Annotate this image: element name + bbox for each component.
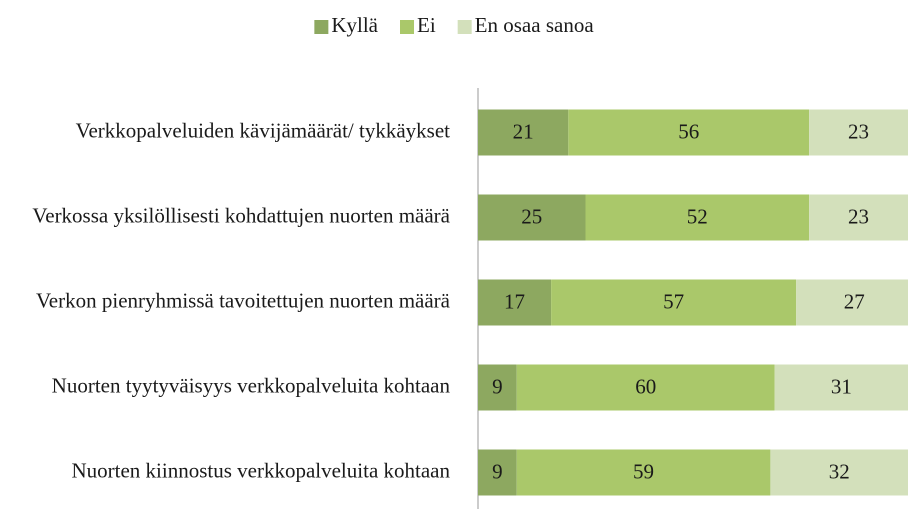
bar-segment: [478, 109, 569, 156]
bar-segment: [774, 364, 908, 411]
data-label: 23: [848, 204, 869, 228]
legend-swatch: [457, 20, 472, 34]
data-label: 17: [504, 289, 525, 313]
bar-segment: [796, 279, 908, 326]
bar-segment: [516, 364, 775, 411]
bar-segment: [478, 449, 517, 496]
bar-segment: [478, 194, 586, 241]
bar-segment: [585, 194, 810, 241]
legend-label: En osaa sanoa: [475, 13, 595, 37]
bar-segment: [568, 109, 810, 156]
category-label: Nuorten tyytyväisyys verkkopalveluita ko…: [52, 373, 451, 397]
data-label: 21: [513, 119, 534, 143]
bar-segment: [551, 279, 797, 326]
bar-segment: [478, 364, 517, 411]
data-label: 27: [844, 289, 865, 313]
data-label: 56: [678, 119, 699, 143]
data-label: 60: [635, 374, 656, 398]
bar-segment: [516, 449, 771, 496]
legend-swatch: [314, 20, 329, 34]
data-label: 52: [687, 204, 708, 228]
data-label: 9: [492, 459, 503, 483]
legend-label: Ei: [417, 13, 436, 37]
category-label: Nuorten kiinnostus verkkopalveluita koht…: [71, 458, 450, 482]
data-label: 9: [492, 374, 503, 398]
data-label: 59: [633, 459, 654, 483]
bar-segment: [809, 194, 908, 241]
category-label: Verkon pienryhmissä tavoitettujen nuorte…: [36, 288, 451, 312]
data-label: 25: [521, 204, 542, 228]
legend-swatch: [400, 20, 415, 34]
legend-label: Kyllä: [331, 13, 378, 37]
bar-segment: [809, 109, 908, 156]
bar-segment: [478, 279, 552, 326]
data-label: 23: [848, 119, 869, 143]
legend: Kyllä Ei En osaa sanoa: [314, 13, 594, 37]
data-label: 32: [829, 459, 850, 483]
data-label: 31: [831, 374, 852, 398]
category-label: Verkkopalveluiden kävijämäärät/ tykkäyks…: [76, 118, 451, 142]
category-label: Verkossa yksilöllisesti kohdattujen nuor…: [32, 203, 450, 227]
data-label: 57: [663, 289, 684, 313]
bar-segment: [770, 449, 908, 496]
